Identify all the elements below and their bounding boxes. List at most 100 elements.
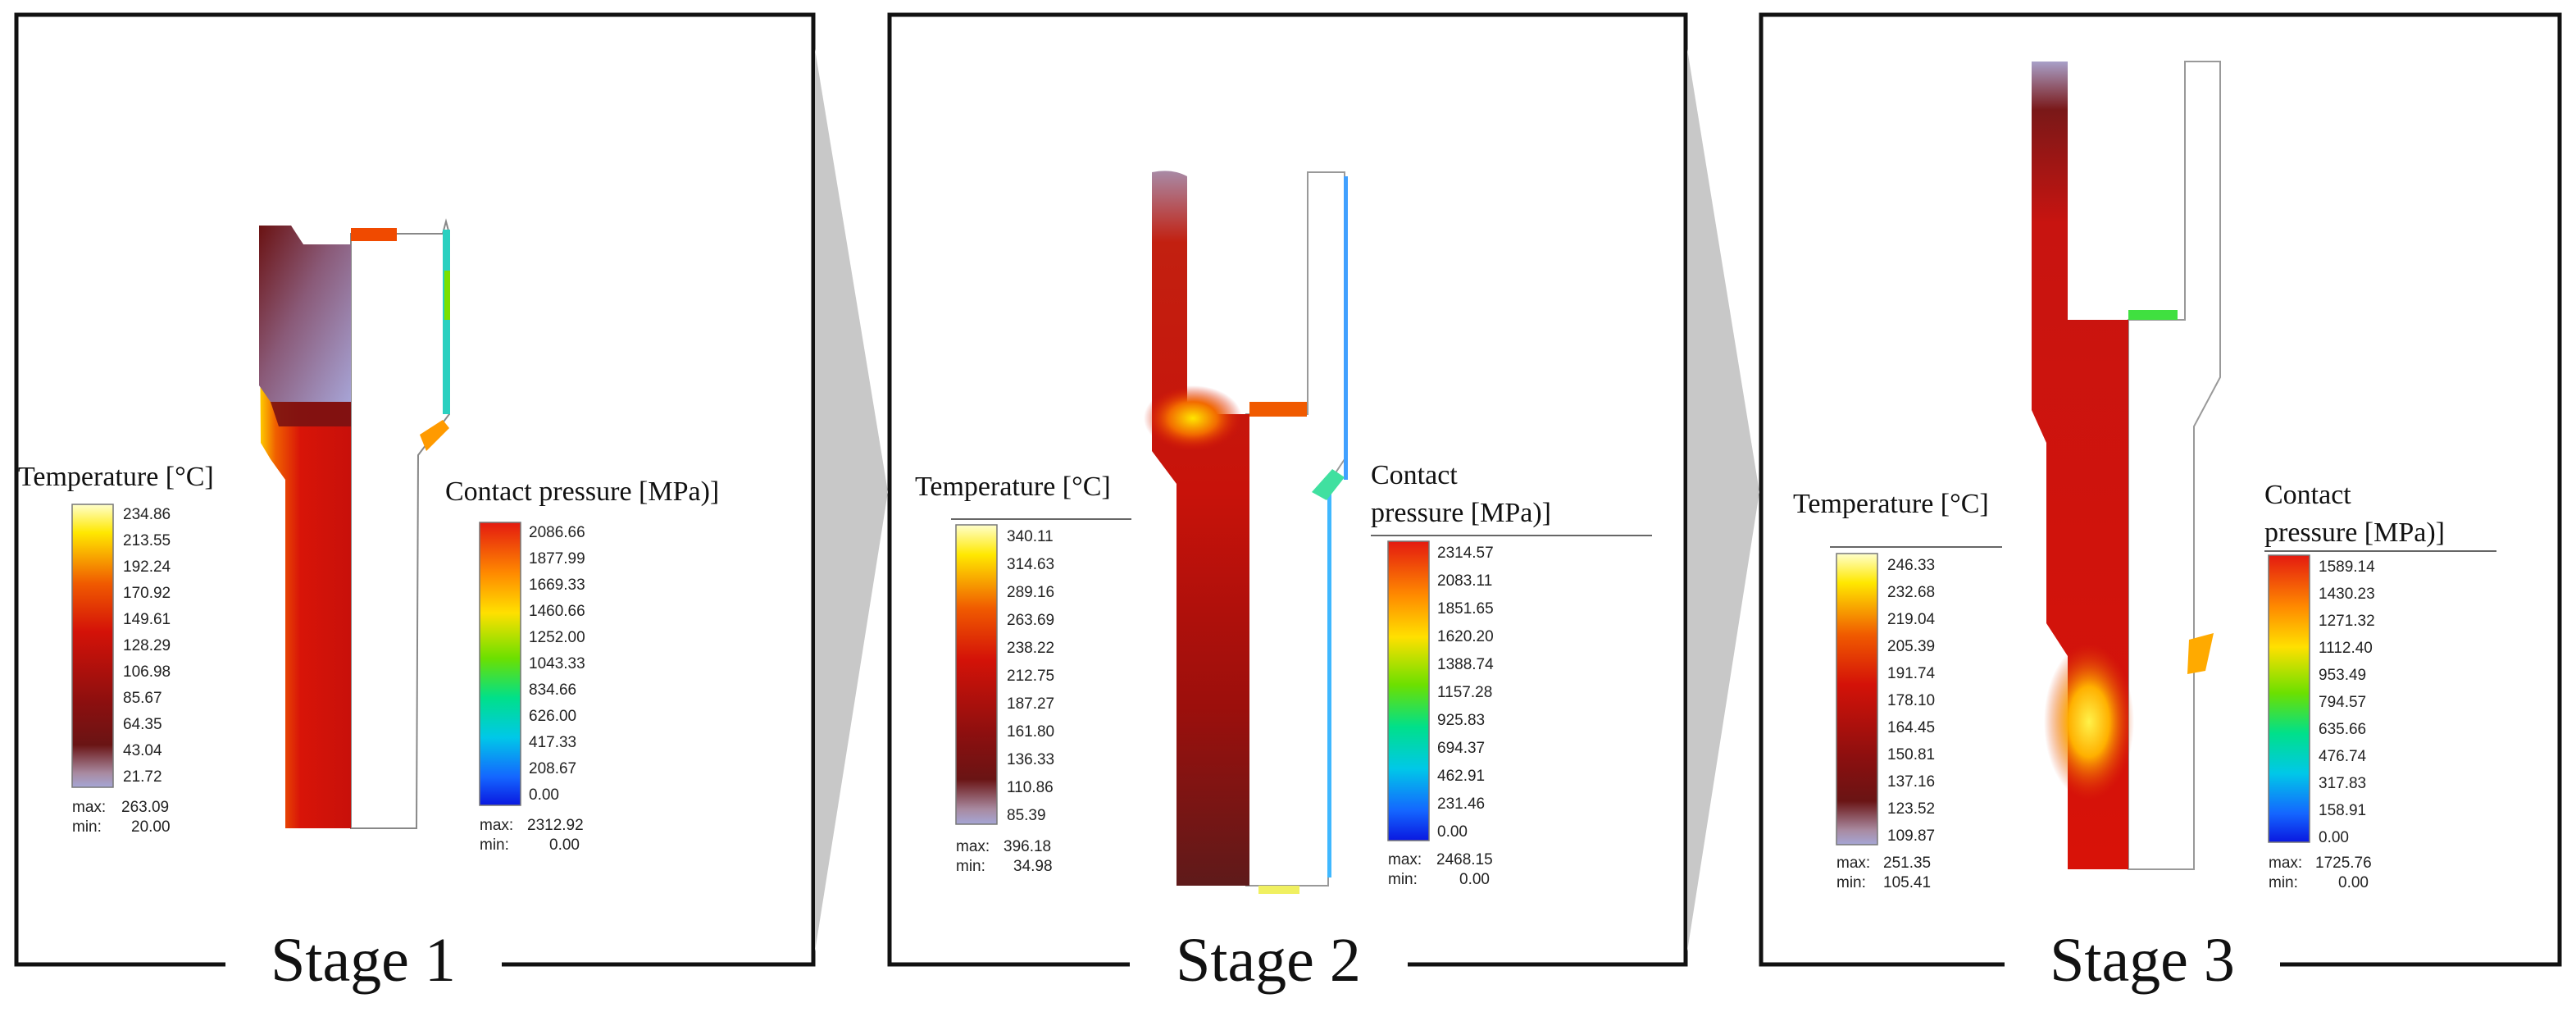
legend-title: Temperature [°C] [1793, 489, 1989, 519]
svg-text:635.66: 635.66 [2319, 721, 2366, 738]
svg-text:164.45: 164.45 [1887, 719, 1935, 736]
pressure-colorbar [479, 522, 521, 806]
svg-text:85.39: 85.39 [1007, 807, 1046, 824]
stage-1-title: Stage 1 [271, 926, 456, 995]
svg-text:1725.76: 1725.76 [2315, 855, 2372, 872]
svg-text:2083.11: 2083.11 [1437, 572, 1492, 590]
stage-2-temperature-legend: Temperature [°C] 340.11 314.63 289.16 26… [915, 472, 1131, 875]
svg-text:317.83: 317.83 [2319, 775, 2366, 792]
svg-text:1112.40: 1112.40 [2319, 640, 2373, 657]
pressure-colorbar [1387, 540, 1430, 841]
temperature-colorbar [1836, 553, 1878, 846]
svg-text:0.00: 0.00 [529, 786, 559, 804]
svg-text:149.61: 149.61 [123, 611, 171, 628]
stage-3-panel [1759, 12, 2562, 967]
svg-text:191.74: 191.74 [1887, 665, 1936, 682]
temperature-ticks: 246.33 232.68 219.04 205.39 191.74 178.1… [1887, 557, 1936, 845]
svg-text:462.91: 462.91 [1437, 768, 1485, 785]
svg-text:340.11: 340.11 [1007, 528, 1054, 545]
svg-text:1460.66: 1460.66 [529, 603, 585, 620]
svg-text:314.63: 314.63 [1007, 556, 1054, 573]
svg-text:0.00: 0.00 [549, 836, 580, 854]
temperature-ticks: 340.11 314.63 289.16 263.69 238.22 212.7… [1007, 528, 1054, 824]
svg-text:min:: min: [1388, 871, 1418, 888]
svg-text:43.04: 43.04 [123, 742, 162, 759]
svg-text:min:: min: [72, 818, 102, 836]
legend-title-line-2: pressure [MPa)] [1371, 498, 1551, 528]
svg-text:626.00: 626.00 [529, 708, 576, 725]
stage-3-pressure-legend: Contact pressure [MPa)] 1589.14 1430.23 … [2264, 480, 2496, 891]
svg-text:min:: min: [480, 836, 509, 854]
svg-text:max:: max: [2269, 855, 2302, 872]
stage-1-temperature-legend: Temperature [°C] 234.86 213.55 192.24 17… [18, 462, 214, 836]
svg-text:2468.15: 2468.15 [1436, 851, 1493, 868]
svg-text:128.29: 128.29 [123, 637, 171, 654]
svg-text:64.35: 64.35 [123, 716, 162, 733]
legend-title-line-1: Contact [2264, 480, 2351, 510]
stage-arrow-1-to-2 [815, 49, 888, 951]
temperature-colorbar [955, 524, 998, 825]
svg-text:106.98: 106.98 [123, 663, 171, 681]
svg-text:161.80: 161.80 [1007, 723, 1054, 741]
svg-text:213.55: 213.55 [123, 532, 171, 549]
svg-text:85.67: 85.67 [123, 690, 162, 707]
svg-text:231.46: 231.46 [1437, 795, 1485, 813]
svg-text:246.33: 246.33 [1887, 557, 1935, 574]
legend-title-line-2: pressure [MPa)] [2264, 517, 2445, 548]
svg-text:694.37: 694.37 [1437, 740, 1485, 757]
stage-2-title: Stage 2 [1176, 926, 1361, 995]
stage-arrow-2-to-3 [1687, 49, 1759, 951]
svg-text:1271.32: 1271.32 [2319, 613, 2375, 630]
legend-title: Contact pressure [MPa)] [445, 476, 719, 507]
svg-text:max:: max: [956, 838, 990, 855]
svg-text:109.87: 109.87 [1887, 827, 1935, 845]
svg-text:max:: max: [480, 817, 513, 834]
stage-3-temperature-legend: Temperature [°C] 246.33 232.68 219.04 20… [1793, 489, 2002, 891]
pressure-colorbar [2268, 554, 2310, 843]
svg-text:263.69: 263.69 [1007, 612, 1054, 629]
svg-text:0.00: 0.00 [1437, 823, 1468, 841]
svg-text:min:: min: [1836, 874, 1866, 891]
svg-text:1589.14: 1589.14 [2319, 558, 2375, 576]
svg-text:925.83: 925.83 [1437, 712, 1485, 729]
stage-2-panel [887, 12, 1688, 967]
pressure-ticks: 2314.57 2083.11 1851.65 1620.20 1388.74 … [1437, 545, 1494, 841]
svg-text:238.22: 238.22 [1007, 640, 1054, 657]
stage-3-title: Stage 3 [2050, 926, 2235, 995]
svg-text:123.52: 123.52 [1887, 800, 1935, 818]
svg-text:1157.28: 1157.28 [1437, 684, 1492, 701]
svg-text:max:: max: [1836, 855, 1870, 872]
svg-text:0.00: 0.00 [2319, 829, 2349, 846]
svg-text:137.16: 137.16 [1887, 773, 1935, 791]
svg-text:219.04: 219.04 [1887, 611, 1936, 628]
stage-1-pressure-legend: Contact pressure [MPa)] 2086.66 1877.99 … [445, 476, 719, 854]
svg-text:178.10: 178.10 [1887, 692, 1935, 709]
svg-text:1877.99: 1877.99 [529, 550, 585, 567]
svg-text:794.57: 794.57 [2319, 694, 2366, 711]
svg-text:417.33: 417.33 [529, 734, 576, 751]
stage-1-part-contour [259, 218, 450, 829]
svg-text:1043.33: 1043.33 [529, 655, 585, 672]
legend-title-line-1: Contact [1371, 460, 1458, 490]
svg-text:2312.92: 2312.92 [527, 817, 584, 834]
svg-text:834.66: 834.66 [529, 681, 576, 699]
svg-text:34.98: 34.98 [1013, 858, 1053, 875]
svg-text:max:: max: [72, 799, 106, 816]
pressure-ticks: 2086.66 1877.99 1669.33 1460.66 1252.00 … [529, 524, 585, 804]
svg-text:2086.66: 2086.66 [529, 524, 585, 541]
svg-text:150.81: 150.81 [1887, 746, 1935, 763]
stage-1-panel [14, 12, 816, 967]
svg-text:234.86: 234.86 [123, 506, 171, 523]
svg-text:1252.00: 1252.00 [529, 629, 585, 646]
svg-text:105.41: 105.41 [1883, 874, 1931, 891]
pressure-ticks: 1589.14 1430.23 1271.32 1112.40 953.49 7… [2319, 558, 2375, 846]
svg-text:192.24: 192.24 [123, 558, 171, 576]
svg-text:953.49: 953.49 [2319, 667, 2366, 684]
temperature-colorbar [71, 504, 114, 788]
legend-title: Temperature [°C] [18, 462, 214, 492]
svg-text:110.86: 110.86 [1007, 779, 1054, 796]
svg-text:170.92: 170.92 [123, 585, 171, 602]
svg-text:0.00: 0.00 [2338, 874, 2369, 891]
stage-2-pressure-legend: Contact pressure [MPa)] 2314.57 2083.11 … [1371, 460, 1652, 888]
svg-text:232.68: 232.68 [1887, 584, 1935, 601]
